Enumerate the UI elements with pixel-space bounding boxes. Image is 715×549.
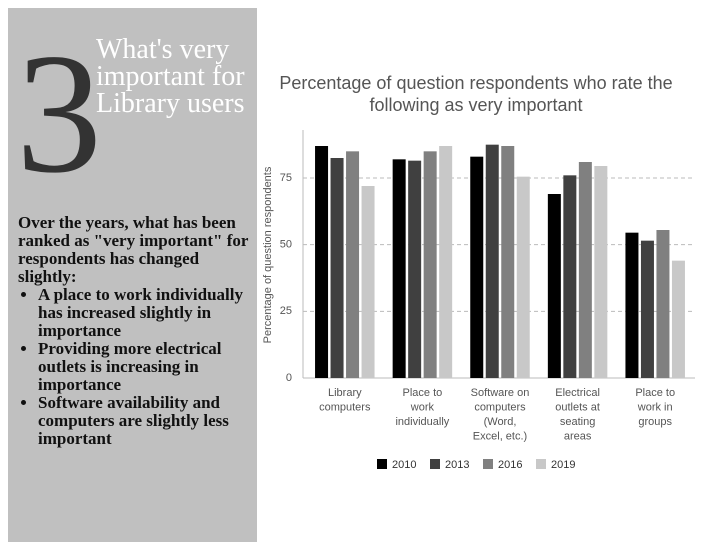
x-tick-label: Place to [403, 387, 443, 399]
bar [578, 162, 592, 378]
bullet-list: A place to work individually has increas… [18, 286, 254, 448]
legend-swatch [536, 459, 546, 469]
bar [470, 156, 484, 378]
bar [485, 144, 499, 378]
x-tick-label: Library [328, 387, 362, 399]
legend-swatch [483, 459, 493, 469]
legend-swatch [377, 459, 387, 469]
side-panel: 3 What's very important for Library user… [8, 8, 257, 542]
bullet: A place to work individually has increas… [38, 286, 254, 340]
legend-label: 2010 [392, 459, 416, 471]
x-tick-label: individually [395, 416, 449, 428]
big-number: 3 [16, 19, 102, 209]
legend-label: 2013 [445, 459, 469, 471]
y-tick-label: 75 [280, 172, 292, 184]
y-tick-label: 0 [286, 372, 292, 384]
x-tick-label: computers [474, 401, 526, 413]
bar [408, 160, 422, 378]
bar [423, 151, 437, 378]
panel-title: What's very important for Library users [96, 34, 245, 119]
bar [656, 230, 670, 378]
bar [547, 194, 561, 378]
bar [361, 186, 375, 378]
bar [516, 176, 530, 378]
legend-swatch [430, 459, 440, 469]
x-tick-label: (Word, [484, 416, 517, 428]
x-tick-label: work [410, 401, 435, 413]
bar [315, 146, 329, 378]
x-tick-label: Electrical [555, 387, 600, 399]
x-tick-label: outlets at [555, 401, 600, 413]
bar [439, 146, 453, 378]
chart-title: following as very important [369, 95, 582, 115]
legend-label: 2016 [498, 459, 522, 471]
bar [671, 260, 685, 378]
bar [346, 151, 360, 378]
x-tick-label: Excel, etc.) [473, 430, 527, 442]
bar [501, 146, 515, 378]
y-axis-label: Percentage of question respondents [262, 166, 274, 343]
bullet: Software availability and computers are … [38, 394, 254, 448]
panel-body: Over the years, what has been ranked as … [18, 214, 254, 448]
bar [640, 240, 654, 378]
bar [625, 232, 639, 378]
bar [594, 166, 608, 378]
x-tick-label: computers [319, 401, 371, 413]
intro: Over the years, what has been ranked as … [18, 213, 249, 286]
legend-label: 2019 [551, 459, 575, 471]
bar [563, 175, 577, 378]
x-tick-label: work in [637, 401, 673, 413]
x-tick-label: Software on [471, 387, 530, 399]
bar [392, 159, 406, 378]
bullet: Providing more electrical outlets is inc… [38, 340, 254, 394]
y-tick-label: 50 [280, 239, 292, 251]
x-tick-label: areas [564, 430, 592, 442]
y-tick-label: 25 [280, 305, 292, 317]
x-tick-label: Place to [635, 387, 675, 399]
chart-title: Percentage of question respondents who r… [279, 73, 672, 93]
bar [330, 158, 344, 378]
x-tick-label: seating [560, 416, 595, 428]
x-tick-label: groups [638, 416, 672, 428]
